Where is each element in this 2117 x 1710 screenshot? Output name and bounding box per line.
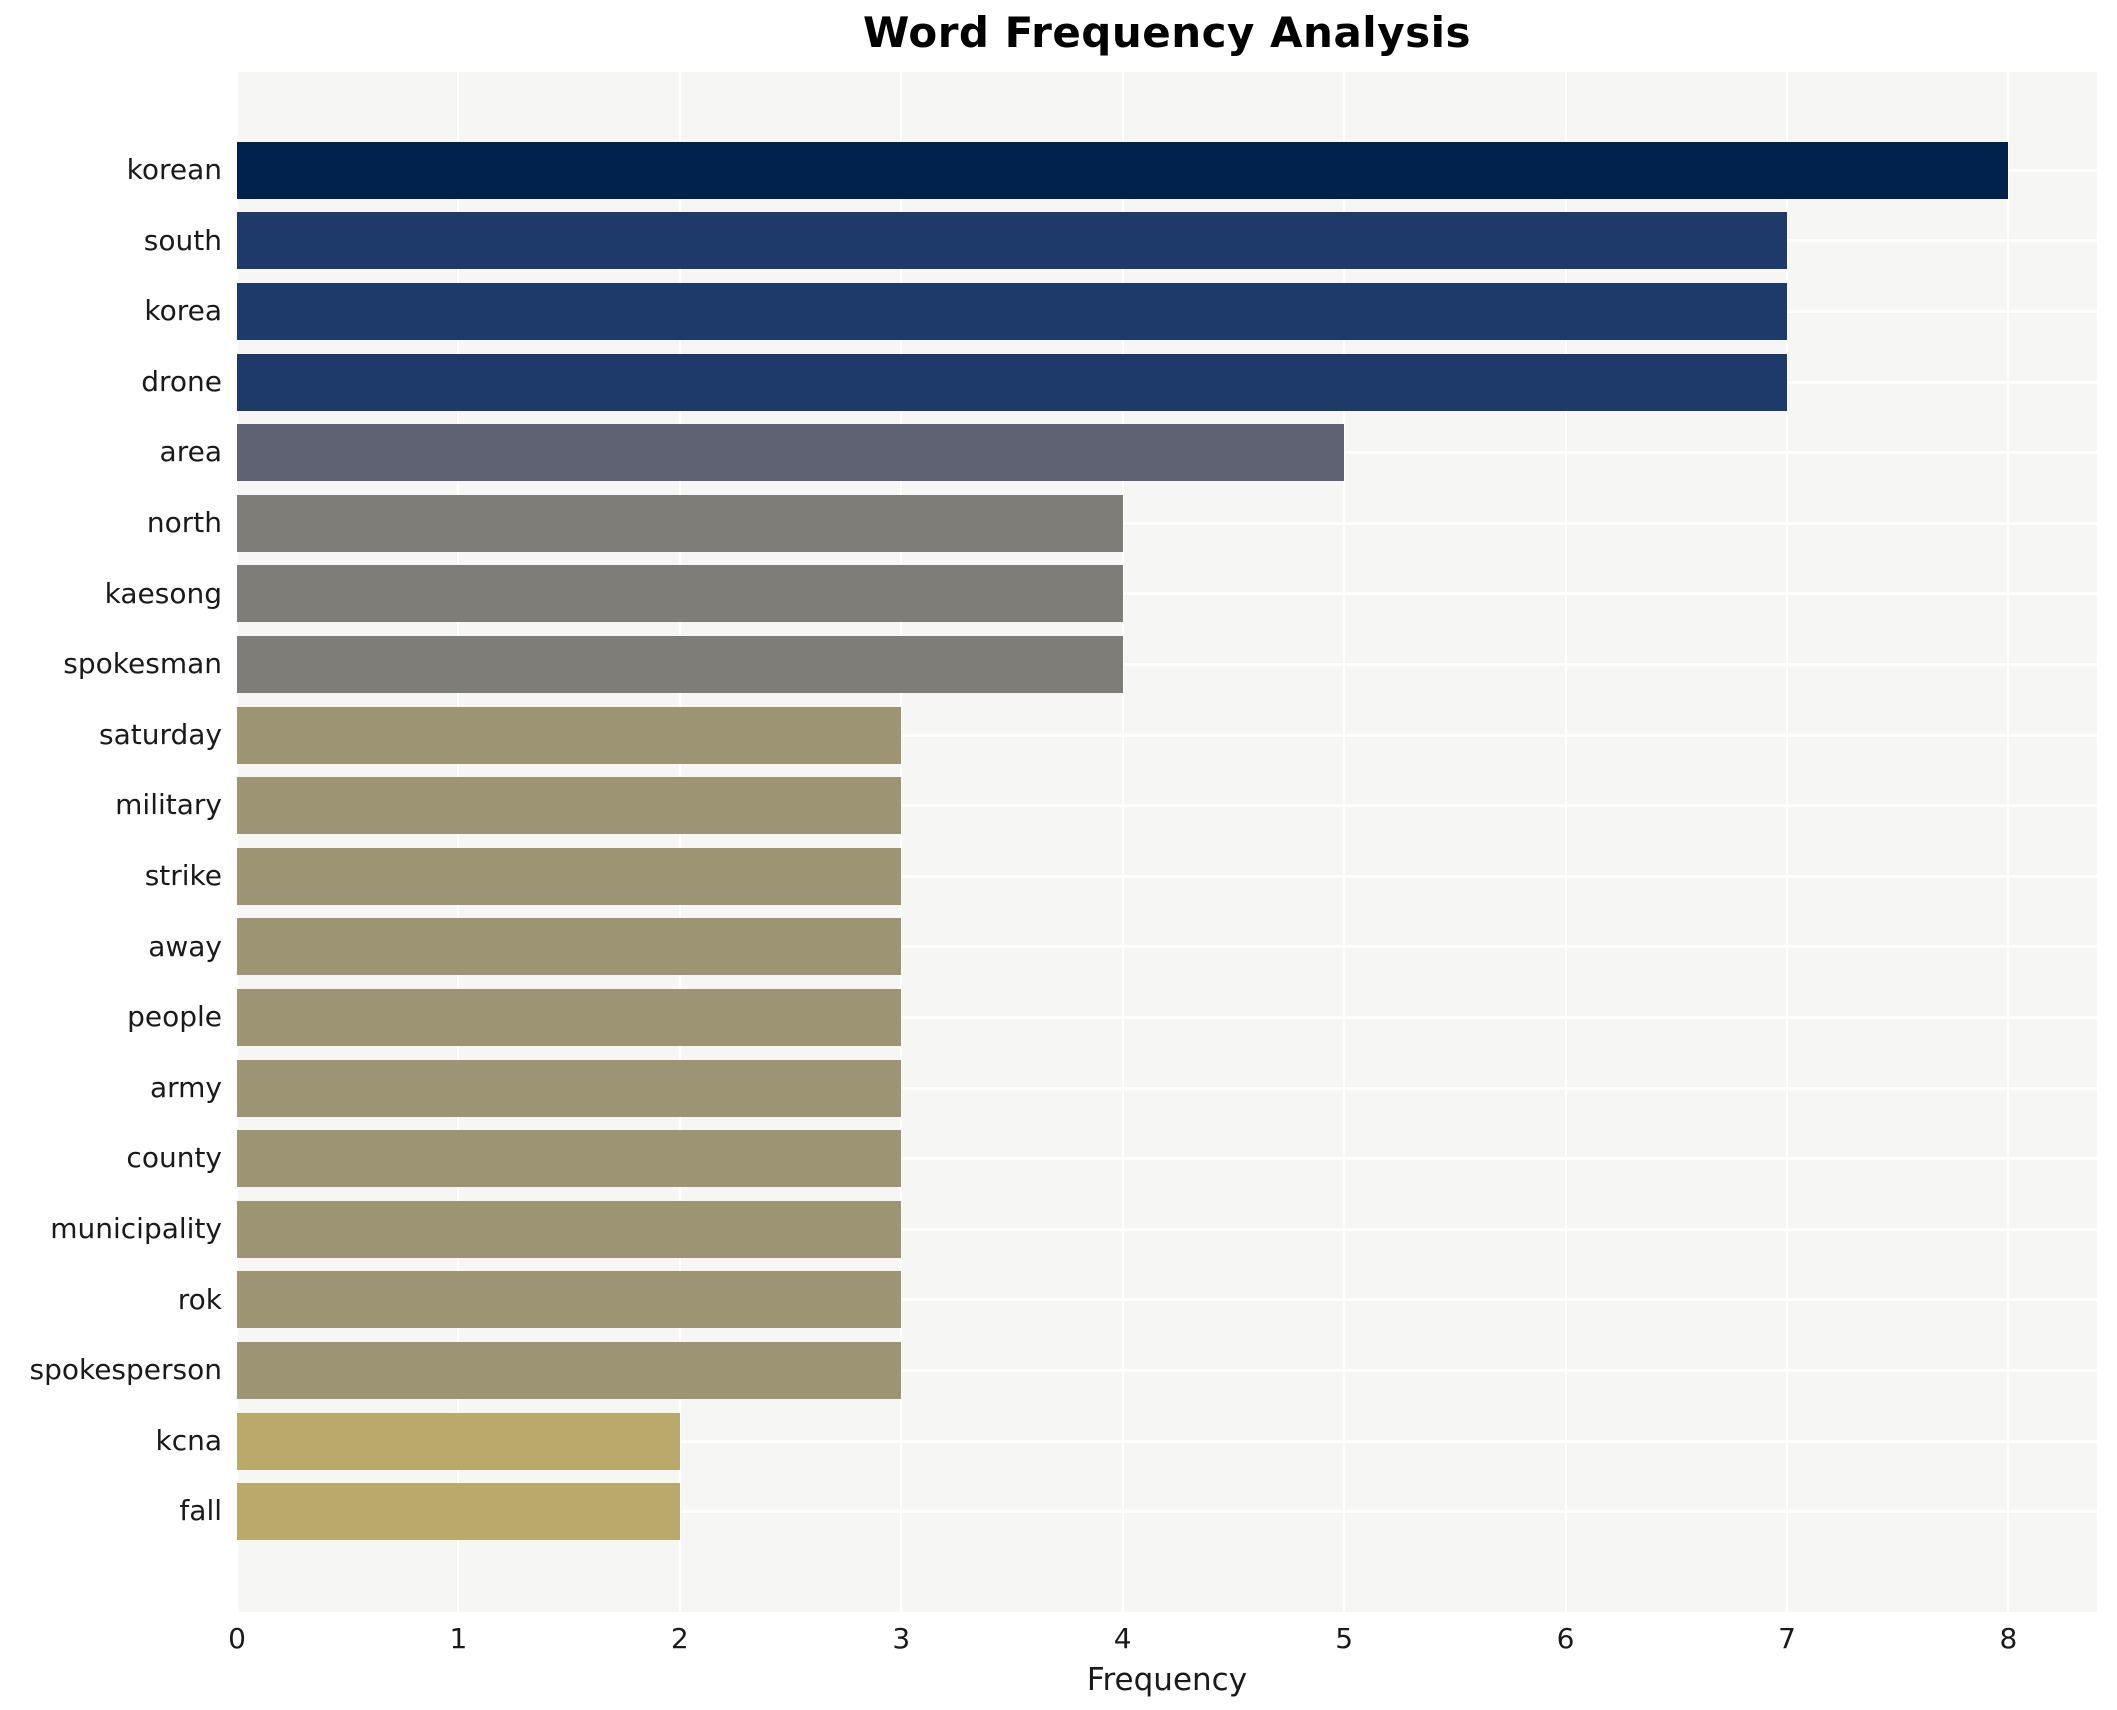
y-tick-label-military: military [115, 788, 222, 822]
y-tick-label-away: away [148, 929, 222, 963]
bar-south [237, 212, 1787, 270]
y-tick-label-drone: drone [141, 364, 222, 398]
bar-kcna [237, 1412, 680, 1470]
y-gridline [237, 1439, 2097, 1443]
y-tick-label-saturday: saturday [99, 717, 222, 751]
bar-fall [237, 1483, 680, 1541]
y-gridline [237, 945, 2097, 949]
y-gridline [237, 1227, 2097, 1231]
x-tick-label-7: 7 [1778, 1622, 1796, 1655]
bar-spokesman [237, 636, 1123, 693]
x-tick-label-2: 2 [670, 1622, 689, 1655]
x-tick-label-8: 8 [1999, 1622, 2018, 1655]
bar-drone [237, 353, 1787, 411]
y-tick-label-kaesong: kaesong [104, 576, 222, 610]
x-tick-label-5: 5 [1335, 1622, 1354, 1655]
x-gridline [1786, 72, 1788, 1612]
bar-away [237, 918, 902, 976]
y-tick-label-kcna: kcna [155, 1423, 222, 1457]
y-tick-label-south: south [143, 223, 222, 257]
x-gridline [457, 72, 460, 1612]
x-tick-label-3: 3 [892, 1622, 911, 1655]
x-gridline [236, 72, 238, 1612]
bar-municipality [237, 1200, 902, 1258]
bar-people [237, 989, 902, 1046]
y-tick-label-spokesperson: spokesperson [29, 1353, 223, 1387]
y-gridline [237, 663, 2097, 666]
y-gridline [237, 804, 2097, 808]
bar-spokesperson [237, 1342, 902, 1399]
y-tick-label-county: county [126, 1141, 222, 1175]
bar-kaesong [237, 565, 1123, 623]
x-gridline [2007, 72, 2010, 1612]
y-tick-label-spokesman: spokesman [63, 647, 222, 681]
x-tick-label-4: 4 [1113, 1622, 1132, 1655]
y-gridline [237, 1016, 2097, 1019]
y-tick-label-area: area [159, 435, 222, 469]
y-tick-label-strike: strike [144, 859, 222, 892]
x-axis-ticks: 0 1 2 3 4 5 6 7 8 [0, 1622, 2117, 1662]
bar-saturday [237, 706, 902, 764]
bar-military [237, 777, 902, 835]
bar-north [237, 494, 1123, 552]
bar-rok [237, 1271, 902, 1329]
y-tick-label-rok: rok [177, 1282, 222, 1316]
bar-county [237, 1130, 902, 1188]
x-axis-title: Frequency [1086, 1662, 1248, 1698]
x-tick-label-1: 1 [449, 1622, 468, 1655]
x-gridline [1121, 72, 1124, 1612]
y-gridline [237, 1157, 2097, 1161]
bar-strike [237, 847, 902, 905]
bar-area [237, 424, 1345, 482]
bar-army [237, 1059, 902, 1117]
x-gridline [1564, 72, 1567, 1612]
y-gridline [237, 1298, 2097, 1302]
y-gridline [237, 521, 2097, 525]
x-gridline [900, 72, 903, 1612]
bar-korean [237, 141, 2009, 199]
y-gridline [237, 1369, 2097, 1372]
x-tick-label-6: 6 [1556, 1622, 1575, 1655]
y-tick-label-korea: korea [144, 294, 222, 328]
y-gridline [237, 733, 2097, 737]
bar-korea [237, 283, 1787, 340]
x-gridline [678, 72, 681, 1612]
chart-title: Word Frequency Analysis [863, 8, 1471, 57]
plot-area [236, 72, 2097, 1612]
y-axis-labels: korean south korea drone area north kaesong spo… [0, 72, 223, 1612]
y-gridline [237, 1510, 2097, 1514]
y-tick-label-north: north [146, 506, 222, 539]
y-tick-label-fall: fall [179, 1494, 222, 1528]
y-gridline [237, 1086, 2097, 1090]
y-tick-label-people: people [127, 1000, 222, 1034]
x-tick-label-0: 0 [228, 1622, 246, 1655]
x-gridline [1343, 72, 1346, 1612]
y-tick-label-army: army [149, 1070, 222, 1104]
y-gridline [237, 592, 2097, 596]
y-gridline [237, 874, 2097, 878]
y-tick-label-municipality: municipality [50, 1212, 222, 1245]
y-tick-label-korean: korean [126, 153, 222, 186]
